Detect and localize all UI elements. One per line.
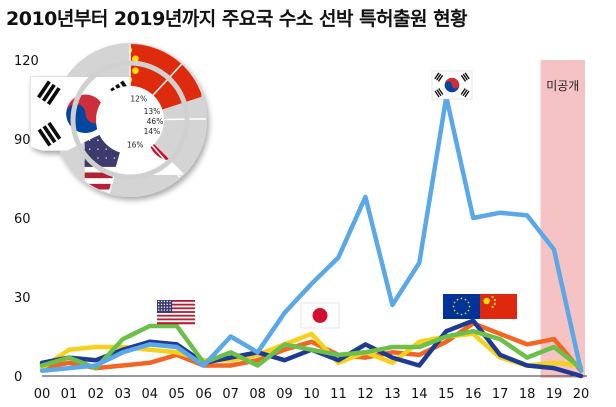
flags: [157, 70, 517, 329]
y-tick-label: 30: [14, 291, 31, 306]
x-tick-label: 07: [222, 387, 239, 402]
x-tick-label: 14: [411, 387, 428, 402]
unpublished-label: 미공개: [546, 79, 579, 93]
x-tick-label: 18: [519, 387, 536, 402]
pie-label-japan: 14%: [144, 127, 161, 136]
usa-flag: [157, 300, 195, 325]
unpublished-region: 미공개: [540, 60, 585, 378]
x-tick-label: 03: [115, 387, 132, 402]
eu-flag: [443, 294, 480, 319]
series-line-china: [39, 321, 584, 373]
x-tick-label: 11: [330, 387, 347, 402]
x-tick-label: 13: [384, 387, 401, 402]
series-line-usa: [39, 323, 584, 371]
series-line-korea: [39, 94, 584, 373]
x-tick-label: 00: [34, 387, 51, 402]
y-tick-label: 120: [14, 54, 39, 69]
pie-label-europe: 13%: [144, 107, 161, 116]
x-tick-label: 17: [492, 387, 509, 402]
x-tick-label: 05: [168, 387, 185, 402]
x-tick-label: 12: [357, 387, 374, 402]
x-tick-label: 15: [438, 387, 455, 402]
unpublished-shade: [540, 60, 585, 378]
japan-flag: [300, 302, 340, 329]
x-tick-label: 06: [195, 387, 212, 402]
x-tick-label: 16: [465, 387, 482, 402]
axes: 0 30 60 90 120 00 01 02 03 04 05 06 07 08 09 10 11 12 13 14…: [14, 54, 589, 402]
pie-label-china: 12%: [130, 95, 147, 104]
y-tick-label: 90: [14, 133, 31, 148]
y-tick-label: 60: [14, 212, 31, 227]
x-tick-label: 04: [142, 387, 159, 402]
inset-pie-chart: 12% 13% 14%16% 46%: [30, 43, 207, 197]
x-tick-label: 19: [546, 387, 563, 402]
x-tick-label: 20: [573, 387, 590, 402]
korea-flag: [431, 70, 473, 100]
series-lines: [39, 94, 584, 379]
pie-hole: [96, 86, 164, 154]
x-tick-label: 10: [303, 387, 320, 402]
chart-title: 2010년부터 2019년까지 주요국 수소 선박 특허출원 현황: [6, 8, 468, 30]
pie-label-korea: 46%: [147, 117, 164, 126]
x-tick-label: 09: [276, 387, 293, 402]
china-flag: [480, 294, 517, 319]
pie-ring: [70, 60, 190, 180]
y-tick-label: 0: [14, 370, 22, 385]
pie-label-usa: 16%: [127, 140, 144, 149]
x-tick-label: 08: [249, 387, 266, 402]
x-tick-label: 01: [61, 387, 78, 402]
x-tick-label: 02: [88, 387, 105, 402]
